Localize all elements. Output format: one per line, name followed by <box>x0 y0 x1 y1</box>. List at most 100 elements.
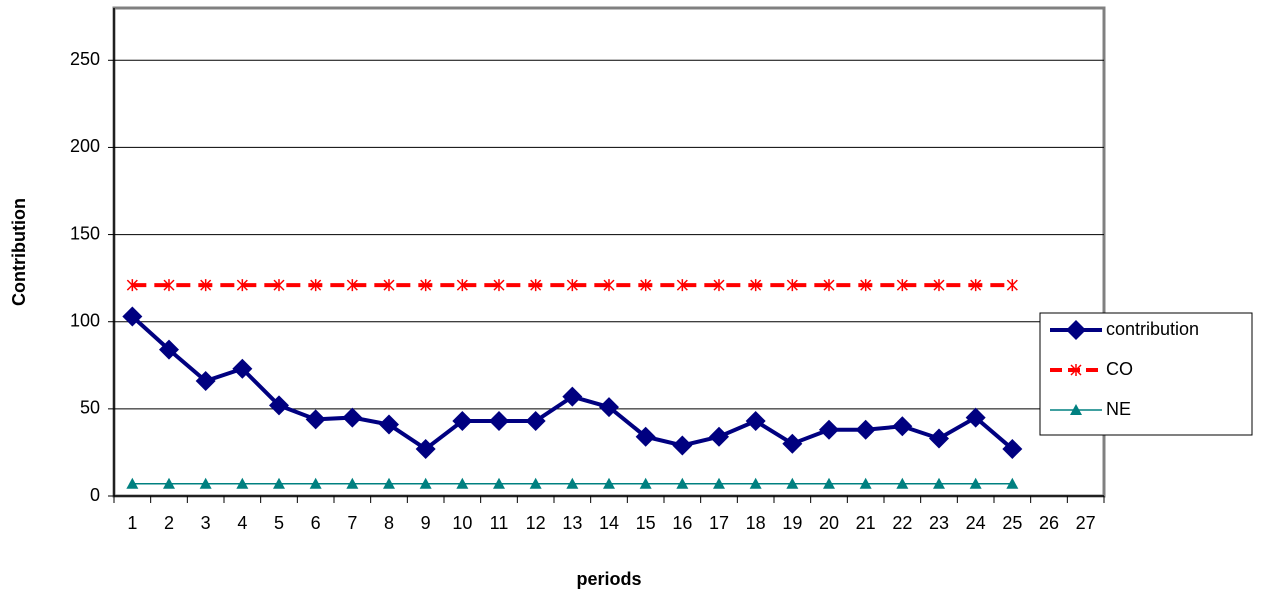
data-point <box>819 419 839 440</box>
data-point <box>896 279 908 292</box>
x-tick-label: 1 <box>127 513 137 533</box>
legend-label: CO <box>1106 359 1133 379</box>
x-tick-label: 24 <box>966 513 986 533</box>
x-axis-label: periods <box>576 569 641 589</box>
data-point <box>236 279 248 292</box>
x-tick-label: 15 <box>636 513 656 533</box>
x-tick-label: 21 <box>856 513 876 533</box>
data-point <box>599 397 619 418</box>
data-point <box>310 279 322 292</box>
data-point <box>713 279 725 292</box>
data-point <box>969 477 982 489</box>
data-point <box>452 411 473 432</box>
data-point <box>603 279 615 292</box>
x-tick-label: 22 <box>892 513 912 533</box>
data-point <box>232 358 253 379</box>
y-tick-label: 100 <box>70 310 100 330</box>
x-tick-label: 2 <box>164 513 174 533</box>
x-tick-label: 14 <box>599 513 619 533</box>
data-point <box>635 426 656 447</box>
data-point <box>529 477 542 489</box>
data-point <box>126 477 139 489</box>
x-tick-label: 6 <box>311 513 321 533</box>
x-tick-label: 26 <box>1039 513 1059 533</box>
data-point <box>383 477 395 489</box>
data-point <box>163 279 175 292</box>
data-point <box>415 438 436 459</box>
data-point <box>782 433 803 454</box>
data-point <box>456 477 469 489</box>
data-point <box>1006 477 1019 489</box>
data-point <box>713 477 725 489</box>
x-tick-label: 3 <box>201 513 211 533</box>
data-point <box>305 409 326 430</box>
x-tick-label: 20 <box>819 513 839 533</box>
data-point <box>159 339 179 360</box>
x-tick-label: 8 <box>384 513 394 533</box>
data-point <box>566 477 579 489</box>
data-point <box>639 477 652 489</box>
data-point <box>896 477 909 489</box>
data-point <box>309 477 322 489</box>
y-axis-label: Contribution <box>9 198 29 306</box>
y-tick-label: 150 <box>70 223 100 243</box>
data-point <box>273 279 285 292</box>
data-point <box>236 477 249 489</box>
data-point <box>493 279 505 292</box>
legend-marker <box>1070 364 1082 376</box>
data-point <box>1002 438 1023 459</box>
data-point <box>269 395 289 416</box>
data-point <box>163 477 175 489</box>
data-point <box>676 477 689 489</box>
x-tick-label: 19 <box>782 513 802 533</box>
data-point <box>823 477 835 489</box>
data-point <box>892 416 913 437</box>
data-point <box>933 279 945 292</box>
data-point <box>823 279 835 292</box>
data-point <box>346 477 359 489</box>
data-point <box>640 279 652 292</box>
x-tick-label: 27 <box>1076 513 1096 533</box>
x-tick-label: 16 <box>672 513 692 533</box>
data-point <box>199 477 212 489</box>
data-point <box>933 477 945 489</box>
legend-label: contribution <box>1106 319 1199 339</box>
data-point <box>342 407 363 428</box>
x-tick-label: 9 <box>421 513 431 533</box>
data-point <box>965 407 986 428</box>
x-tick-label: 5 <box>274 513 284 533</box>
data-point <box>562 386 583 407</box>
data-point <box>419 477 432 489</box>
data-point <box>860 279 872 292</box>
x-tick-label: 18 <box>746 513 766 533</box>
x-tick-label: 17 <box>709 513 729 533</box>
x-tick-label: 7 <box>347 513 357 533</box>
data-point <box>489 411 509 432</box>
data-point <box>859 477 872 489</box>
data-point <box>122 306 143 327</box>
x-tick-label: 25 <box>1002 513 1022 533</box>
y-tick-label: 50 <box>80 398 100 418</box>
data-point <box>420 279 432 292</box>
x-tick-label: 12 <box>526 513 546 533</box>
data-point <box>273 477 285 489</box>
legend-marker <box>1070 404 1082 415</box>
data-point <box>786 279 798 292</box>
data-point <box>745 411 766 432</box>
data-point <box>346 279 358 292</box>
x-tick-label: 4 <box>237 513 247 533</box>
data-point <box>1006 279 1018 292</box>
data-point <box>126 279 138 292</box>
data-point <box>750 279 762 292</box>
data-point <box>749 477 762 489</box>
data-point <box>195 370 216 391</box>
y-tick-label: 250 <box>70 49 100 69</box>
x-tick-label: 11 <box>490 513 509 533</box>
data-point <box>676 279 688 292</box>
data-point <box>970 279 982 292</box>
data-point <box>493 477 505 489</box>
data-point <box>566 279 578 292</box>
y-tick-label: 200 <box>70 136 100 156</box>
x-tick-label: 10 <box>452 513 472 533</box>
